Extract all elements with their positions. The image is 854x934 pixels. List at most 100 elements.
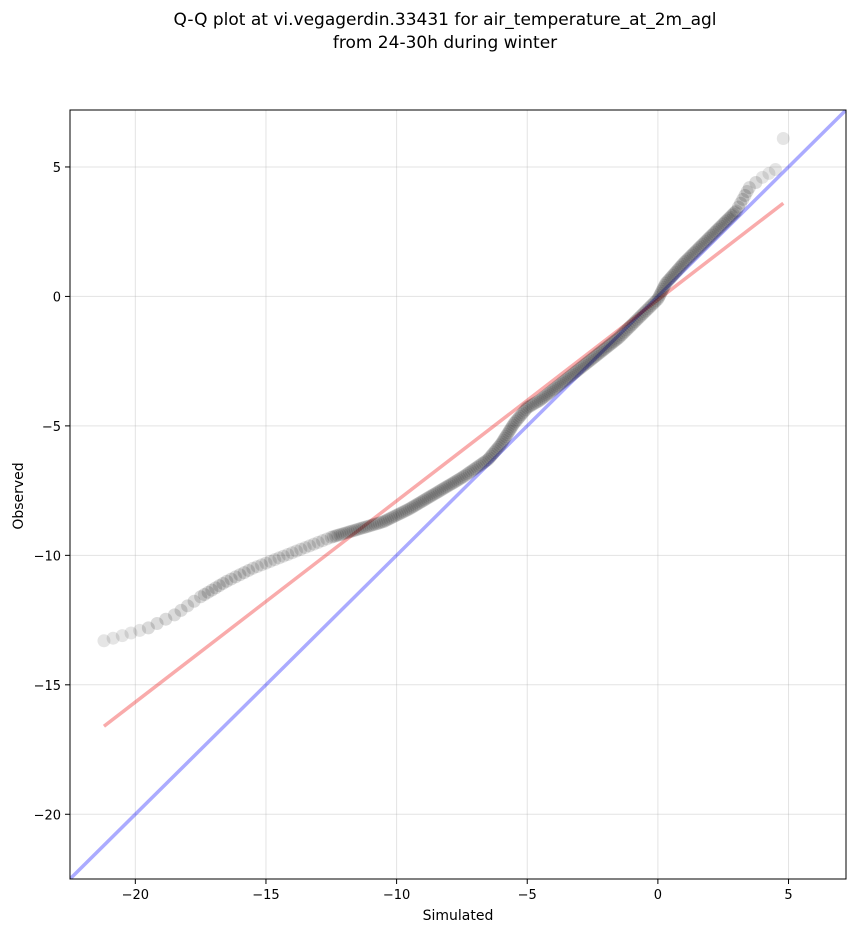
quantile-point bbox=[461, 467, 475, 481]
quantile-point bbox=[421, 491, 435, 505]
quantile-point bbox=[276, 549, 290, 563]
quantile-point bbox=[638, 305, 652, 319]
quantile-point bbox=[391, 508, 405, 522]
quantile-point bbox=[726, 207, 740, 221]
quantile-point bbox=[485, 447, 499, 461]
quantile-point bbox=[340, 526, 354, 540]
quantile-point bbox=[405, 501, 419, 515]
quantile-point bbox=[714, 219, 728, 233]
quantile-point bbox=[641, 302, 655, 316]
quantile-point bbox=[576, 359, 590, 373]
quantile-point bbox=[159, 612, 173, 626]
quantile-point bbox=[655, 284, 669, 298]
y-tick-label: −15 bbox=[34, 679, 61, 694]
quantile-point bbox=[644, 298, 658, 312]
quantile-point bbox=[709, 224, 723, 238]
quantile-point bbox=[335, 527, 349, 541]
quantile-point bbox=[181, 599, 195, 613]
quantile-point bbox=[363, 519, 377, 533]
quantile-point bbox=[197, 588, 211, 602]
quantile-point bbox=[355, 521, 369, 535]
quantile-point bbox=[474, 458, 488, 472]
quantile-point bbox=[350, 522, 364, 536]
quantile-point bbox=[715, 218, 729, 232]
quantile-point bbox=[531, 394, 545, 408]
quantile-point bbox=[434, 483, 448, 497]
quantile-point bbox=[209, 581, 223, 595]
quantile-point bbox=[224, 572, 238, 586]
plot-frame bbox=[69, 109, 847, 880]
quantile-point bbox=[133, 623, 147, 637]
quantile-point bbox=[242, 563, 256, 577]
quantile-point bbox=[357, 521, 371, 535]
quantile-point bbox=[268, 553, 282, 567]
quantile-point bbox=[216, 576, 230, 590]
quantile-point bbox=[493, 439, 507, 453]
quantile-point bbox=[397, 505, 411, 519]
quantile-point bbox=[272, 551, 286, 565]
quantile-point bbox=[692, 241, 706, 255]
quantile-point bbox=[561, 371, 575, 385]
quantile-point bbox=[510, 413, 524, 427]
quantile-point bbox=[597, 343, 611, 357]
quantile-point bbox=[289, 544, 303, 558]
quantile-point bbox=[658, 278, 672, 292]
quantile-point bbox=[651, 292, 665, 306]
quantile-point bbox=[408, 498, 422, 512]
quantile-point bbox=[712, 221, 726, 235]
quantile-point bbox=[316, 534, 330, 548]
quantile-point bbox=[220, 574, 234, 588]
quantile-point bbox=[438, 481, 452, 495]
quantile-point bbox=[648, 295, 662, 309]
quantile-point bbox=[626, 316, 640, 330]
quantile-point bbox=[620, 323, 634, 337]
quantile-point bbox=[625, 318, 639, 332]
fit-line bbox=[102, 201, 785, 728]
quantile-point bbox=[509, 415, 523, 429]
quantile-point bbox=[494, 437, 508, 451]
quantile-point bbox=[738, 188, 752, 202]
quantile-point bbox=[649, 294, 663, 308]
quantile-point bbox=[706, 227, 720, 241]
quantile-point bbox=[566, 367, 580, 381]
quantile-point bbox=[680, 253, 694, 267]
quantile-point bbox=[366, 518, 380, 532]
quantile-point bbox=[379, 514, 393, 528]
quantile-point bbox=[559, 372, 573, 386]
quantile-point bbox=[618, 324, 632, 338]
quantile-point bbox=[656, 282, 670, 296]
quantile-point bbox=[530, 395, 544, 409]
quantile-point bbox=[504, 422, 518, 436]
quantile-point bbox=[522, 400, 536, 414]
quantile-point bbox=[595, 344, 609, 358]
quantile-point bbox=[548, 381, 562, 395]
quantile-point bbox=[563, 370, 577, 384]
quantile-point bbox=[605, 336, 619, 350]
quantile-point bbox=[682, 251, 696, 265]
quantile-point bbox=[653, 288, 667, 302]
quantile-point bbox=[381, 513, 395, 527]
quantile-point bbox=[762, 166, 776, 180]
quantile-point bbox=[285, 546, 299, 560]
quantile-point bbox=[577, 358, 591, 372]
quantile-point bbox=[477, 455, 491, 469]
chart-title-line2: from 24-30h during winter bbox=[333, 33, 557, 53]
quantile-point bbox=[636, 307, 650, 321]
quantile-point bbox=[602, 339, 616, 353]
quantile-point bbox=[555, 376, 569, 390]
quantile-point bbox=[174, 603, 188, 617]
quantile-point bbox=[703, 230, 717, 244]
quantile-point bbox=[587, 350, 601, 364]
quantile-point bbox=[556, 375, 570, 389]
quantile-point bbox=[666, 269, 680, 283]
quantile-point bbox=[705, 228, 719, 242]
quantile-point bbox=[628, 315, 642, 329]
quantile-point bbox=[294, 542, 308, 556]
quantile-point bbox=[720, 213, 734, 227]
quantile-point bbox=[427, 487, 441, 501]
quantile-point bbox=[731, 200, 745, 214]
quantile-point bbox=[623, 320, 637, 334]
quantile-point bbox=[538, 389, 552, 403]
quantile-point bbox=[389, 509, 403, 523]
